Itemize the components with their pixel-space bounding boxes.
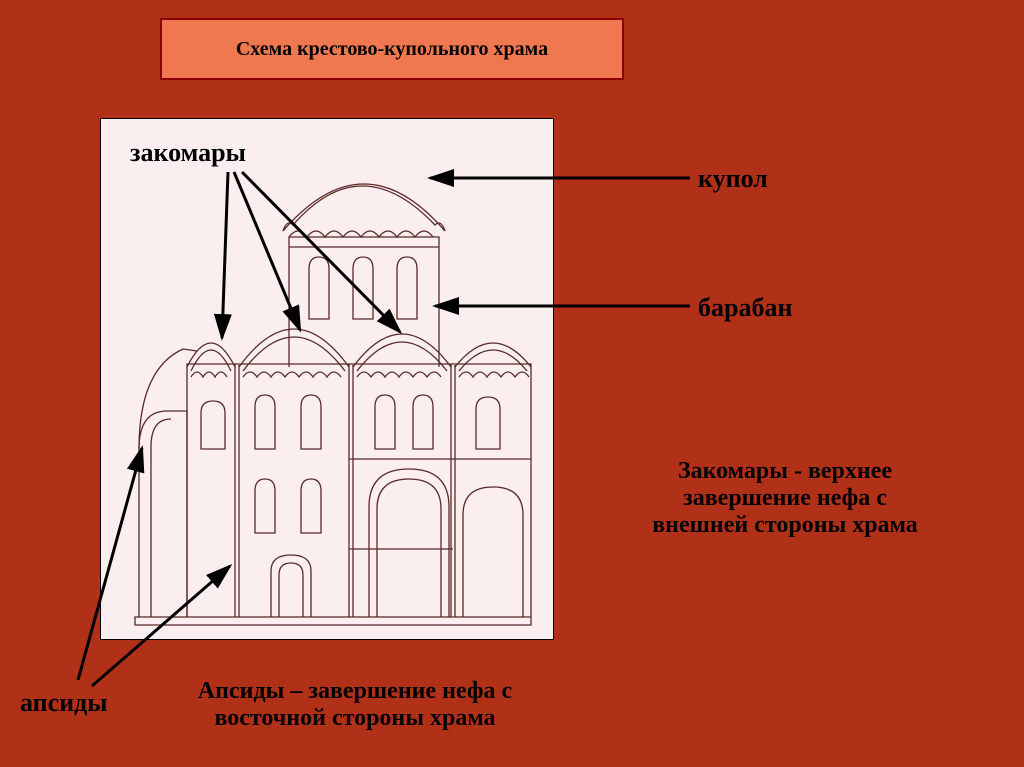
label-apsidy: апсиды — [20, 688, 108, 718]
title-text: Схема крестово-купольного храма — [236, 38, 548, 61]
note-zakomary-l2: завершение нефа с — [620, 485, 950, 512]
note-apsidy-l2: восточной стороны храма — [175, 705, 535, 732]
note-zakomary-l1: Закомары - верхнее — [620, 458, 950, 485]
label-baraban: барабан — [698, 293, 792, 323]
diagram-panel — [100, 118, 554, 640]
church-drawing — [101, 119, 553, 639]
note-apsidy: Апсиды – завершение нефа с восточной сто… — [175, 678, 535, 732]
note-apsidy-l1: Апсиды – завершение нефа с — [175, 678, 535, 705]
label-zakomary: закомары — [130, 138, 246, 168]
title-box: Схема крестово-купольного храма — [160, 18, 624, 80]
note-zakomary: Закомары - верхнее завершение нефа с вне… — [620, 458, 950, 539]
label-kupol: купол — [698, 164, 768, 194]
note-zakomary-l3: внешней стороны храма — [620, 512, 950, 539]
page-root: Схема крестово-купольного храма — [0, 0, 1024, 767]
